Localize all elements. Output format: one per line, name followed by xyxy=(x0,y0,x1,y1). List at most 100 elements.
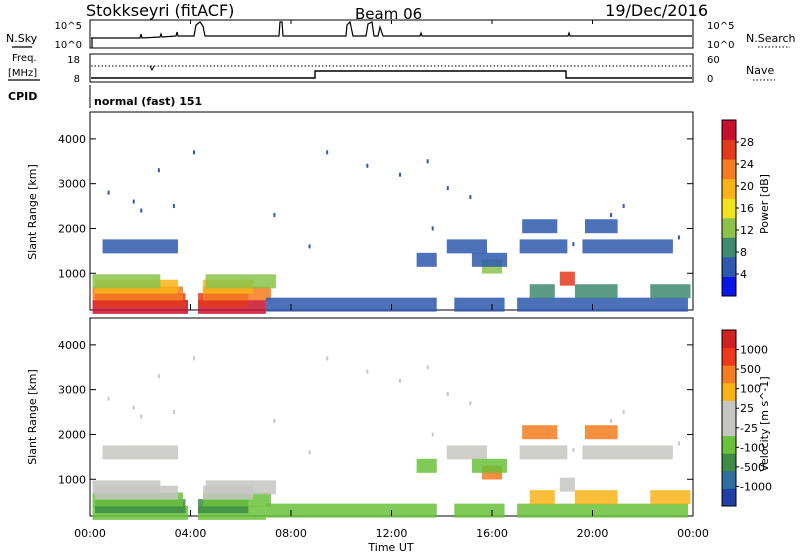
power-colorbar-swatch xyxy=(722,276,736,297)
velocity-colorbar-swatch xyxy=(722,418,736,437)
velocity-colorbar-swatch xyxy=(722,470,736,489)
velocity-colorbar-label: Velocity [m s^-1] xyxy=(758,376,771,471)
power-colorbar-swatch xyxy=(722,139,736,160)
velocity-y-tick-label: 2000 xyxy=(58,428,86,441)
power-echo-band xyxy=(559,271,575,286)
freq-tick-low: 8 xyxy=(74,74,80,85)
velocity-echo-band xyxy=(574,490,618,505)
velocity-echo-band xyxy=(517,503,688,518)
velocity-colorbar: 1000 500 100 25 -25 -100 -500 -1000 xyxy=(721,329,772,507)
noise-search-label: N.Search xyxy=(746,32,796,45)
power-scatter-point xyxy=(622,204,625,209)
power-colorbar-swatch xyxy=(722,120,736,141)
velocity-colorbar-frame xyxy=(721,329,737,507)
velocity-colorbar-tick-label: 100 xyxy=(740,383,761,396)
velocity-echo-band xyxy=(650,490,691,505)
velocity-scatter-point xyxy=(308,450,311,455)
power-echo-band xyxy=(205,274,276,289)
velocity-colorbar-tick-label: -500 xyxy=(740,461,765,474)
power-echo-band xyxy=(584,219,618,234)
freq-label-line2: [MHz] xyxy=(8,68,37,79)
power-colorbar-tick-label: 24 xyxy=(740,158,754,171)
velocity-echo-band xyxy=(529,490,555,505)
time-x-axis: 00:00 04:00 08:00 12:00 16:00 20:00 00:00 xyxy=(74,20,709,540)
velocity-scatter-point xyxy=(273,419,276,424)
freq-panel-frame xyxy=(89,53,694,83)
power-scatter-point xyxy=(172,204,175,209)
velocity-echo-band xyxy=(522,425,558,440)
power-echo-band xyxy=(517,297,688,312)
velocity-echo-band xyxy=(265,503,437,518)
noise-left-tick-high: 10^5 xyxy=(55,21,82,32)
cpid-label: CPID xyxy=(8,90,37,103)
noise-right-tick-low: 10^0 xyxy=(707,40,734,51)
x-tick-label: 04:00 xyxy=(175,527,207,540)
power-scatter-point xyxy=(132,199,135,204)
freq-tick-high: 18 xyxy=(67,55,80,66)
velocity-scatter-point xyxy=(399,378,402,383)
velocity-colorbar-swatch xyxy=(722,453,736,472)
power-colorbar-swatch xyxy=(722,159,736,180)
velocity-scatter-point xyxy=(431,432,434,437)
x-tick-label: 20:00 xyxy=(577,527,609,540)
power-echo-band xyxy=(574,284,618,299)
velocity-scatter-point xyxy=(193,356,196,361)
velocity-scatter-point xyxy=(366,369,369,374)
power-echo-band xyxy=(416,252,437,267)
power-colorbar-swatch xyxy=(722,217,736,238)
power-colorbar-swatch xyxy=(722,237,736,258)
beam-label: Beam 06 xyxy=(355,5,422,23)
power-scatter-point xyxy=(399,172,402,177)
velocity-echo-band xyxy=(205,480,276,495)
velocity-echo-band xyxy=(582,445,673,460)
power-scatter-point xyxy=(273,213,276,218)
velocity-y-ticks: 1000 2000 3000 4000 xyxy=(58,339,693,486)
power-scatter-point xyxy=(308,244,311,249)
power-echo-band xyxy=(522,219,558,234)
velocity-scatter-point xyxy=(446,392,449,397)
velocity-scatter-point xyxy=(572,448,575,453)
power-y-tick-label: 2000 xyxy=(58,222,86,235)
station-title: Stokkseyri (fitACF) xyxy=(86,1,234,20)
power-scatter-point xyxy=(431,226,434,231)
velocity-y-tick-label: 3000 xyxy=(58,384,86,397)
velocity-scatter-point xyxy=(622,410,625,415)
velocity-echo-band xyxy=(559,477,575,492)
power-scatter-point xyxy=(157,168,160,173)
power-scatter-point xyxy=(140,208,143,213)
power-scatter-point xyxy=(366,163,369,168)
velocity-echo-band xyxy=(454,503,505,518)
velocity-echo-band xyxy=(519,445,568,460)
power-echo-band xyxy=(446,239,487,254)
velocity-panel: 1000 2000 3000 4000 Slant Range [km] xyxy=(26,317,694,520)
velocity-colorbar-tick-label: 25 xyxy=(740,402,754,415)
velocity-colorbar-tick-label: 500 xyxy=(740,363,761,376)
velocity-colorbar-tick-label: -25 xyxy=(740,422,758,435)
x-tick-label: 12:00 xyxy=(376,527,408,540)
power-scatter-point xyxy=(469,195,472,200)
x-tick-label: 08:00 xyxy=(275,527,307,540)
power-echo-band xyxy=(92,274,161,289)
velocity-echo-band xyxy=(102,445,178,460)
velocity-scatter-point xyxy=(107,396,110,401)
velocity-colorbar-tick-label: 1000 xyxy=(740,344,768,357)
power-data-layer xyxy=(92,150,691,314)
power-echo-band xyxy=(265,297,437,312)
power-panel-frame xyxy=(89,111,694,311)
cpid-value: normal (fast) 151 xyxy=(94,95,202,108)
power-colorbar-swatch xyxy=(722,178,736,199)
noise-right-tick-high: 10^5 xyxy=(707,21,734,32)
velocity-y-axis-label: Slant Range [km] xyxy=(26,369,39,465)
velocity-scatter-point xyxy=(140,414,143,419)
power-echo-band xyxy=(529,284,555,299)
velocity-scatter-point xyxy=(172,410,175,415)
power-y-ticks: 1000 2000 3000 4000 xyxy=(58,133,693,280)
velocity-echo-band xyxy=(471,458,508,473)
power-colorbar-tick-label: 4 xyxy=(740,268,747,281)
power-panel: 1000 2000 3000 4000 Slant Range [km] xyxy=(26,111,694,314)
nave-dip xyxy=(149,65,155,72)
power-colorbar-tick-label: 16 xyxy=(740,202,754,215)
power-echo-band xyxy=(454,297,505,312)
power-scatter-point xyxy=(107,190,110,195)
